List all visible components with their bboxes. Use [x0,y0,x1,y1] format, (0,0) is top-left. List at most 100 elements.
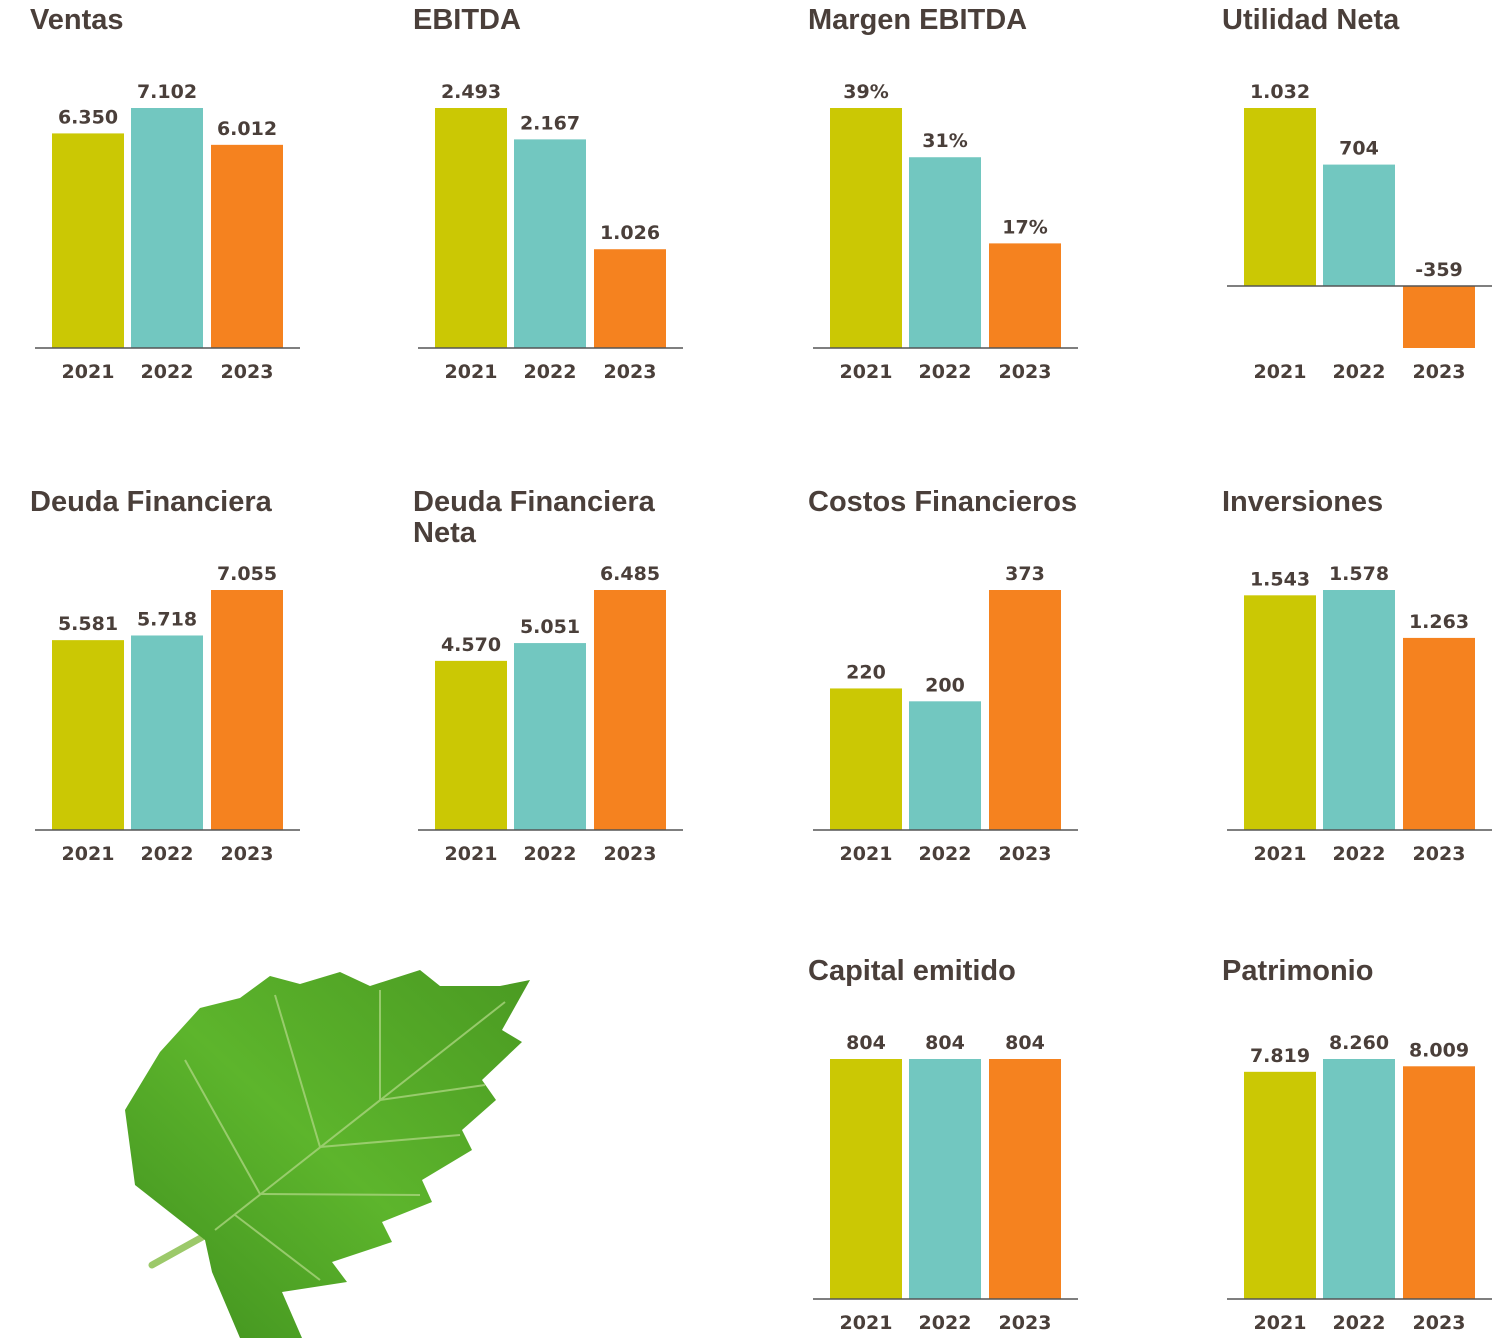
x-tick-label: 2022 [919,1312,972,1334]
bar [1323,164,1395,287]
data-label: 804 [925,1032,965,1054]
data-label: 7.055 [217,563,277,585]
data-label: 200 [925,674,965,696]
chart: 1.032 2021 704 2022 -359 2023 Utilidad Neta [1222,5,1504,390]
bar [989,590,1061,830]
chart-title: Inversiones [1222,486,1384,518]
bar [1244,595,1316,830]
x-tick-label: 2023 [999,843,1052,865]
data-label: -359 [1415,259,1463,281]
data-label: 6.485 [600,563,660,585]
bar [830,108,902,348]
x-tick-label: 2022 [1333,361,1386,383]
data-label: 31% [922,130,967,152]
x-tick-label: 2022 [1333,843,1386,865]
x-tick-label: 2022 [141,361,194,383]
chart-plot: 1.543 2021 1.578 2022 1.263 2023 [1227,563,1492,865]
data-label: 2.167 [520,112,580,134]
bar [830,1059,902,1299]
chart-plot: 5.581 2021 5.718 2022 7.055 2023 [35,563,300,865]
chart: 220 2021 200 2022 373 2023 Costos Financieros [808,487,1108,872]
data-label: 8.260 [1329,1032,1389,1054]
chart-plot: 1.032 2021 704 2022 -359 2023 [1227,81,1492,383]
bar [830,688,902,830]
data-label: 5.051 [520,616,580,638]
data-label: 17% [1002,216,1047,238]
x-tick-label: 2021 [1254,843,1307,865]
chart: 39% 2021 31% 2022 17% 2023 Margen EBITDA [808,5,1108,390]
data-label: 804 [1005,1032,1045,1054]
chart-title: Capital emitido [808,955,1016,987]
chart: 6.350 2021 7.102 2022 6.012 2023 Ventas [30,5,330,390]
bar [989,1059,1061,1299]
bar [1323,590,1395,830]
x-tick-label: 2023 [604,843,657,865]
chart-plot: 39% 2021 31% 2022 17% 2023 [813,81,1078,383]
x-tick-label: 2021 [62,361,115,383]
bar [1403,637,1475,830]
x-tick-label: 2023 [1413,843,1466,865]
bar [131,635,203,830]
bar [594,590,666,830]
x-tick-label: 2021 [840,843,893,865]
chart-plot: 220 2021 200 2022 373 2023 [813,563,1078,865]
x-tick-label: 2023 [1413,361,1466,383]
x-tick-label: 2021 [62,843,115,865]
data-label: 2.493 [441,81,501,103]
chart-plot: 804 2021 804 2022 804 2023 [813,1032,1078,1334]
data-label: 6.350 [58,106,118,128]
x-tick-label: 2022 [524,361,577,383]
data-label: 4.570 [441,634,501,656]
chart: 1.543 2021 1.578 2022 1.263 2023 Inversiones [1222,487,1504,872]
bar [514,643,586,830]
x-tick-label: 2023 [999,361,1052,383]
bar [435,660,507,830]
chart: 2.493 2021 2.167 2022 1.026 2023 EBITDA [413,5,713,390]
bar [514,139,586,348]
data-label: 7.819 [1250,1045,1310,1067]
bar [435,108,507,348]
data-label: 1.578 [1329,563,1389,585]
chart: 5.581 2021 5.718 2022 7.055 2023 Deuda Financi… [30,487,330,872]
bar [52,133,124,348]
x-tick-label: 2021 [840,361,893,383]
chart-title: Deuda Financiera Neta [413,486,655,549]
bar [1323,1059,1395,1299]
bar [52,640,124,830]
chart: 804 2021 804 2022 804 2023 Capital emitido [808,956,1108,1341]
bar [909,701,981,830]
x-tick-label: 2021 [1254,1312,1307,1334]
bar [131,108,203,348]
data-label: 8.009 [1409,1039,1469,1061]
chart-title: Deuda Financiera [30,486,272,518]
bar [909,157,981,348]
chart: 4.570 2021 5.051 2022 6.485 2023 Deuda Financi… [413,487,713,872]
data-label: 804 [846,1032,886,1054]
chart-title: EBITDA [413,4,521,36]
data-label: 39% [843,81,888,103]
data-label: 220 [846,661,886,683]
bar [909,1059,981,1299]
chart-title: Ventas [30,4,124,36]
bar [1244,1071,1316,1299]
x-tick-label: 2022 [919,361,972,383]
x-tick-label: 2021 [1254,361,1307,383]
bar [1244,108,1316,287]
chart: 7.819 2021 8.260 2022 8.009 2023 Patrimonio [1222,956,1504,1341]
bar [211,144,283,348]
chart-plot: 2.493 2021 2.167 2022 1.026 2023 [418,81,683,383]
bar [1403,1066,1475,1299]
chart-title: Utilidad Neta [1222,4,1400,36]
x-tick-label: 2022 [1333,1312,1386,1334]
x-tick-label: 2023 [604,361,657,383]
chart-title: Margen EBITDA [808,4,1028,36]
chart-plot: 6.350 2021 7.102 2022 6.012 2023 [35,81,300,383]
data-label: 1.032 [1250,81,1310,103]
bar [989,243,1061,348]
x-tick-label: 2023 [1413,1312,1466,1334]
chart-title: Patrimonio [1222,955,1374,987]
x-tick-label: 2021 [445,361,498,383]
x-tick-label: 2021 [840,1312,893,1334]
data-label: 1.263 [1409,611,1469,633]
x-tick-label: 2022 [141,843,194,865]
